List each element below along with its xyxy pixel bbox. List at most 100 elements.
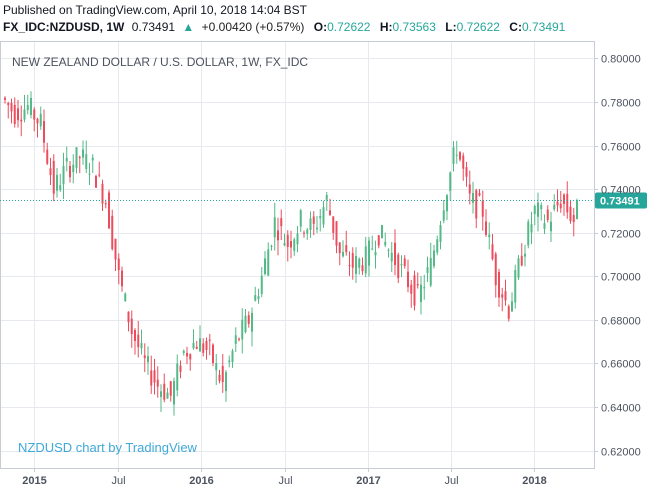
candle-body — [410, 284, 413, 294]
candle-body — [465, 167, 468, 177]
candle-body — [111, 215, 114, 249]
candle-body — [478, 193, 481, 196]
candle — [277, 217, 279, 256]
candle-body — [533, 205, 536, 215]
candle-body — [221, 366, 224, 383]
candle-body — [507, 306, 510, 319]
candle — [299, 208, 302, 232]
candle-body — [345, 245, 348, 253]
candle — [569, 199, 572, 224]
candle — [329, 198, 331, 216]
candle-body — [130, 318, 133, 334]
candle-body — [153, 370, 156, 383]
candle-body — [199, 338, 201, 352]
candle-body — [212, 344, 214, 364]
published-credit: Published on TradingView.com, April 10, … — [3, 3, 307, 17]
candle — [407, 259, 409, 293]
candle-body — [504, 291, 507, 301]
candle — [387, 248, 390, 258]
candle-body — [494, 253, 497, 286]
candle — [69, 160, 71, 183]
symbol-header: FX_IDC:NZDUSD, 1W 0.73491 ▲ +0.00420 (+0… — [0, 20, 600, 38]
candle — [488, 222, 491, 250]
candle — [121, 266, 123, 292]
candle — [30, 91, 32, 119]
candle-body — [540, 205, 543, 210]
candle-body — [296, 233, 299, 245]
candle — [218, 369, 221, 384]
symbol-label[interactable]: FX_IDC:NZDUSD, 1W — [3, 20, 125, 34]
candle — [36, 117, 39, 138]
candle-body — [566, 193, 569, 213]
candle — [527, 219, 530, 249]
y-tick-label: 0.76000 — [601, 142, 641, 154]
low-label: L: — [445, 20, 457, 34]
candle-body — [78, 156, 81, 159]
candle-body — [390, 252, 393, 262]
candle — [345, 230, 348, 256]
candle — [309, 211, 312, 238]
candle — [231, 348, 234, 368]
candle — [117, 253, 120, 285]
candle — [426, 256, 429, 283]
candle-body — [189, 354, 192, 360]
candle — [481, 190, 484, 231]
candle-body — [446, 195, 448, 212]
candle-body — [381, 225, 383, 239]
candle-body — [176, 363, 179, 391]
x-tick-label: 2018 — [522, 475, 546, 487]
candle-body — [332, 216, 335, 233]
candle — [33, 107, 36, 132]
candle-body — [553, 204, 556, 210]
candle-body — [143, 355, 146, 359]
candle-body — [429, 257, 432, 286]
candle-body — [26, 105, 29, 111]
candle — [104, 199, 107, 209]
candle-body — [530, 224, 533, 233]
candle — [156, 366, 159, 398]
y-tick-label: 0.64000 — [601, 403, 641, 415]
candle — [189, 353, 192, 371]
candle — [247, 311, 250, 328]
candle — [530, 211, 533, 245]
candle-body — [371, 248, 374, 250]
candle — [576, 198, 578, 220]
candle-body — [33, 109, 36, 120]
candle-body — [267, 249, 270, 276]
close-label: C: — [509, 20, 522, 34]
candle-body — [13, 104, 16, 124]
candle-body — [322, 207, 325, 225]
candle — [494, 251, 497, 298]
candle — [205, 337, 208, 360]
candle-body — [514, 270, 517, 303]
candle — [374, 240, 377, 269]
candle — [537, 192, 539, 232]
candle-body — [306, 229, 309, 234]
candle — [130, 310, 133, 348]
candle — [468, 170, 471, 205]
candle-body — [355, 256, 357, 275]
candle — [134, 328, 136, 355]
candle — [478, 188, 481, 197]
candle-body — [264, 258, 266, 275]
watermark-link[interactable]: NZDUSD chart by TradingView — [18, 440, 198, 455]
candle — [381, 224, 383, 239]
candle-body — [98, 174, 101, 176]
candle — [397, 252, 400, 284]
candle — [319, 208, 322, 232]
candle — [52, 154, 55, 202]
candle — [244, 309, 247, 334]
candle-body — [169, 381, 172, 396]
candle — [390, 242, 393, 272]
candle-body — [218, 374, 221, 381]
candle-body — [4, 97, 6, 100]
candle — [296, 226, 299, 253]
candle — [559, 190, 562, 213]
candle-body — [576, 200, 578, 220]
candle — [273, 202, 276, 251]
candle-body — [215, 363, 218, 371]
candle-body — [95, 176, 97, 188]
candle-body — [283, 243, 286, 246]
candle-body — [59, 185, 62, 190]
